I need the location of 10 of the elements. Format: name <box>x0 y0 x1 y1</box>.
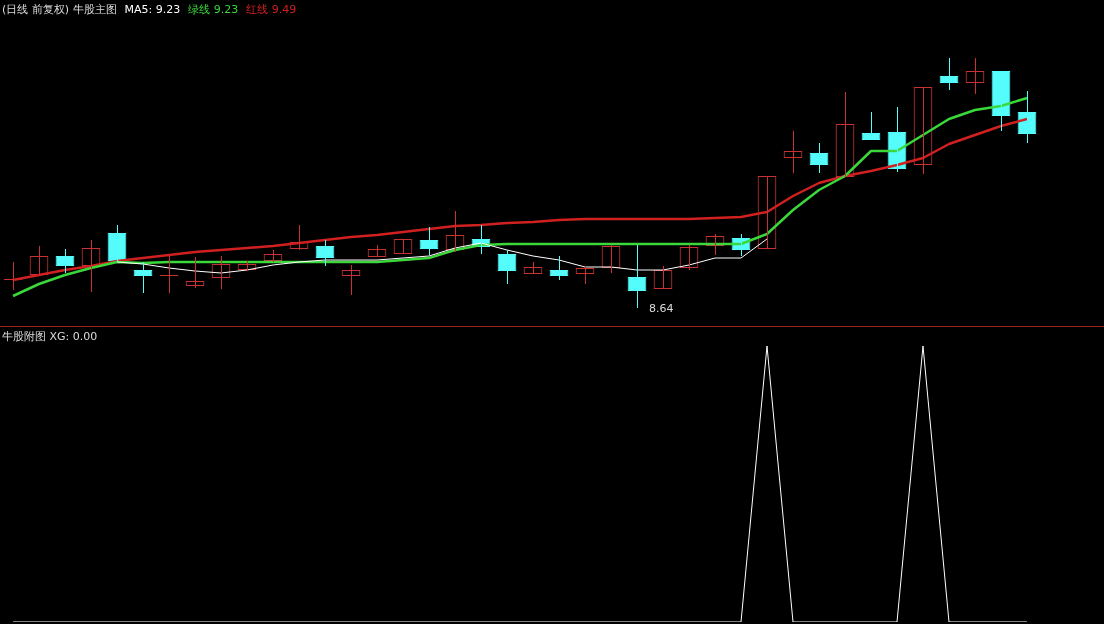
candlestick <box>419 226 439 256</box>
candlestick <box>133 261 153 294</box>
candlestick <box>549 255 569 281</box>
text: MA5: 9.23 <box>124 3 181 16</box>
text: 红线 9.49 <box>246 3 297 16</box>
annotation: 8.64 <box>649 301 674 315</box>
candlestick <box>55 248 75 274</box>
chart-title: 牛股附图 XG: 0.00 <box>2 330 98 343</box>
text: 绿线 9.23 <box>188 3 239 16</box>
chart-title: (日线 前复权) 牛股主图 <box>2 3 117 16</box>
